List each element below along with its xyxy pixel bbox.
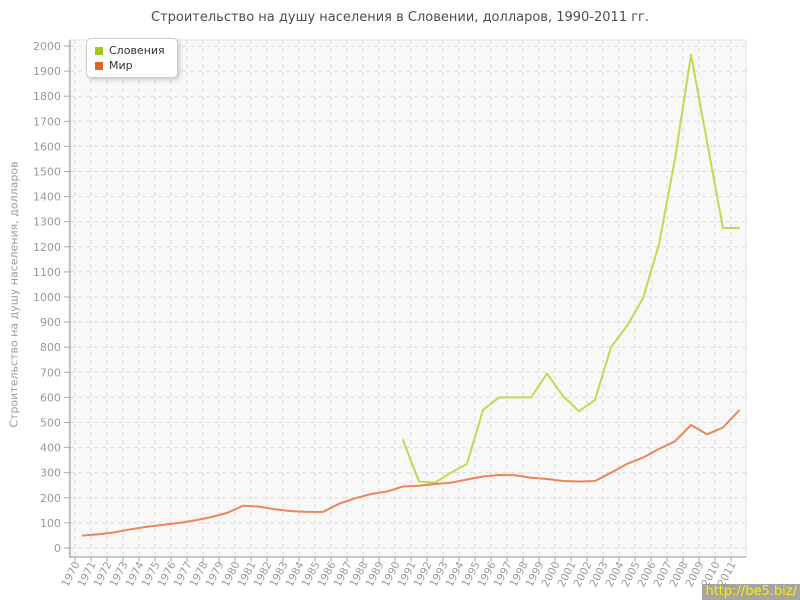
legend-label-slovenia: Словения [109,44,165,57]
legend-label-world: Мир [109,59,133,72]
y-tick-label: 100 [40,517,61,530]
legend-item-world: Мир [95,58,165,73]
y-tick-label: 1900 [33,65,61,78]
tick-marks [64,45,732,562]
y-tick-label: 800 [40,341,61,354]
axes [69,40,746,558]
y-tick-label: 1000 [33,291,61,304]
y-tick-label: 400 [40,442,61,455]
y-tick-label: 1400 [33,191,61,204]
gridlines [70,40,746,557]
y-tick-label: 700 [40,366,61,379]
y-tick-label: 1200 [33,241,61,254]
series-line-slovenia [402,53,740,484]
y-axis-title: Строительство на душу населения, долларо… [7,161,21,428]
y-tick-label: 0 [54,542,61,555]
y-tick-label: 1600 [33,140,61,153]
y-tick-label: 1100 [33,266,61,279]
y-tick-label: 200 [40,492,61,505]
y-tick-label: 1500 [33,166,61,179]
y-tick-labels: 0 100 200 300 400 500 600 700 800 900 1000 1100 1200… [33,40,61,555]
y-tick-label: 500 [40,417,61,430]
plot-area [68,39,747,558]
legend-item-slovenia: Словения [95,43,165,58]
y-tick-label: 600 [40,391,61,404]
legend: Словения Мир [86,38,178,78]
y-tick-label: 1300 [33,216,61,229]
watermark-link[interactable]: http://be5.biz/ [702,584,800,600]
y-tick-label: 1800 [33,90,61,103]
legend-swatch-world [95,61,103,70]
y-tick-label: 900 [40,316,61,329]
x-tick-labels: 1970197119721973197419751976197719781979… [60,560,739,590]
y-tick-label: 300 [40,467,61,480]
y-tick-label: 2000 [33,40,61,53]
series-line-world [82,409,740,537]
legend-swatch-slovenia [95,46,103,55]
y-tick-label: 1700 [33,115,61,128]
chart-title: Строительство на душу населения в Словен… [150,10,650,25]
